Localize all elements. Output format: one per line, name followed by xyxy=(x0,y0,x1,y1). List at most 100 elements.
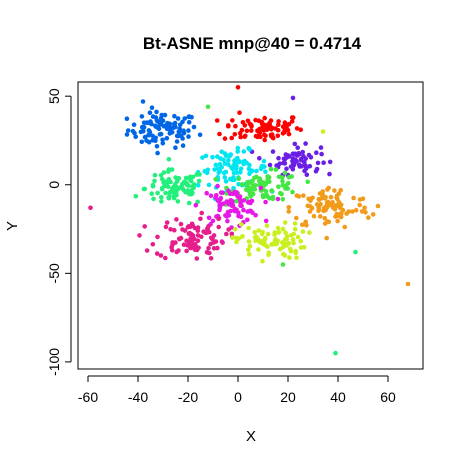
data-point xyxy=(173,124,178,130)
x-tick-label: 20 xyxy=(280,389,296,405)
data-point xyxy=(223,213,228,218)
data-point xyxy=(276,184,281,189)
data-point xyxy=(273,167,279,172)
data-point xyxy=(166,167,172,172)
data-point xyxy=(183,175,189,181)
data-point xyxy=(223,179,229,184)
data-point xyxy=(296,194,302,199)
data-point xyxy=(234,235,239,241)
data-point xyxy=(196,178,202,184)
data-point xyxy=(228,176,233,182)
data-point xyxy=(191,124,197,130)
data-point xyxy=(146,132,151,138)
data-point xyxy=(230,118,235,123)
data-point xyxy=(147,110,153,115)
data-point xyxy=(359,209,365,214)
data-point xyxy=(305,203,311,209)
data-point xyxy=(161,170,167,175)
data-point xyxy=(236,176,241,181)
data-point xyxy=(327,159,333,165)
data-point xyxy=(267,120,272,126)
data-point xyxy=(280,179,285,184)
data-point xyxy=(217,203,222,208)
data-point xyxy=(175,116,181,121)
data-point xyxy=(211,240,216,245)
data-point xyxy=(366,215,371,220)
data-point xyxy=(158,253,164,258)
data-point xyxy=(295,153,300,158)
data-point xyxy=(246,225,251,231)
data-point xyxy=(314,150,319,155)
data-point xyxy=(294,255,299,261)
data-point xyxy=(166,196,172,201)
data-point xyxy=(286,131,292,137)
x-tick-label: -60 xyxy=(78,389,98,405)
data-point xyxy=(275,133,281,139)
data-point xyxy=(304,172,310,177)
data-point xyxy=(253,212,258,218)
data-point xyxy=(247,147,252,152)
data-point xyxy=(199,234,204,239)
data-point xyxy=(357,197,363,202)
data-point xyxy=(238,200,243,206)
data-point xyxy=(335,218,340,224)
data-point xyxy=(250,210,255,215)
data-point xyxy=(229,231,235,237)
data-point xyxy=(169,167,175,172)
data-point xyxy=(185,224,191,230)
data-point xyxy=(305,179,311,185)
data-point xyxy=(324,235,330,241)
data-point xyxy=(190,174,196,180)
data-point xyxy=(203,153,209,159)
data-point xyxy=(250,183,256,188)
data-point xyxy=(219,149,224,154)
data-point xyxy=(186,120,192,125)
data-point xyxy=(318,202,323,207)
data-point xyxy=(191,237,196,242)
data-point xyxy=(277,246,283,252)
data-point xyxy=(241,149,247,154)
data-point xyxy=(186,128,191,133)
data-point xyxy=(182,228,188,233)
data-point xyxy=(174,217,179,222)
data-point xyxy=(186,134,191,139)
data-point xyxy=(159,112,164,118)
data-point xyxy=(195,238,201,243)
data-point xyxy=(319,151,324,157)
data-point xyxy=(342,224,348,230)
data-point xyxy=(158,173,164,178)
data-point xyxy=(185,243,190,248)
data-point xyxy=(137,233,142,238)
data-point xyxy=(210,154,215,160)
data-point xyxy=(166,176,172,182)
x-axis: -60 -40 -20 0 20 40 60 xyxy=(78,375,396,405)
y-tick-label: -100 xyxy=(46,348,62,376)
data-point xyxy=(241,207,246,213)
data-point xyxy=(154,251,160,256)
data-point xyxy=(294,126,300,131)
data-point xyxy=(320,192,325,198)
data-point xyxy=(232,132,238,137)
data-point xyxy=(246,166,252,172)
data-point xyxy=(154,118,160,123)
data-point xyxy=(133,194,139,199)
data-point xyxy=(322,215,328,221)
data-point xyxy=(217,131,222,137)
data-point xyxy=(163,190,168,196)
data-point xyxy=(160,176,165,182)
data-point xyxy=(146,128,152,133)
data-point xyxy=(258,134,263,140)
data-point xyxy=(288,249,294,254)
data-point xyxy=(260,258,265,264)
data-point xyxy=(191,182,197,187)
data-point xyxy=(175,199,181,204)
data-point xyxy=(263,199,268,205)
data-point xyxy=(212,167,217,172)
data-point xyxy=(295,145,301,150)
data-point xyxy=(290,151,296,157)
data-point xyxy=(150,114,156,119)
data-point xyxy=(206,182,212,188)
data-point xyxy=(216,224,221,230)
data-point xyxy=(265,174,270,179)
data-point xyxy=(125,128,131,133)
